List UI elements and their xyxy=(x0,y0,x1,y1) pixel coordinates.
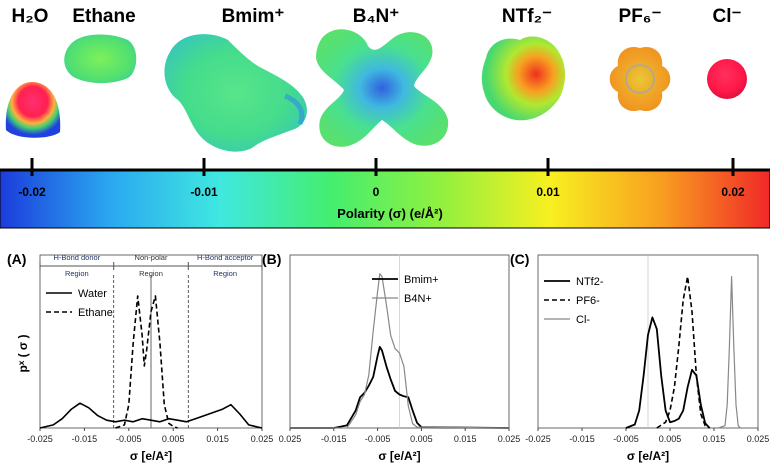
x-axis-label: σ [e/A²] xyxy=(378,449,420,463)
legend-label: B4N+ xyxy=(404,293,432,305)
legend-label: PF6- xyxy=(576,295,600,307)
molecule-label-cl: Cl⁻ xyxy=(712,6,741,27)
sigma-profile-panels: (A) -0.025 -0.015 -0.005 0.005 0.015 0.025 σ [e… xyxy=(7,251,769,463)
molecule-b4n-surface xyxy=(316,29,449,147)
polarity-tick-label: -0.02 xyxy=(18,185,46,199)
polarity-scale: -0.02 -0.01 0 0.01 0.02 Polarity (σ) (e/… xyxy=(0,158,770,229)
polarity-tick-label: 0.02 xyxy=(721,185,745,199)
series-line-bmim xyxy=(290,345,510,429)
legend-label: Ethane xyxy=(78,307,113,319)
series-line-ethane xyxy=(115,295,178,429)
region-label: H-Bond donor xyxy=(54,253,101,262)
molecule-label-water: H₂O xyxy=(12,6,49,27)
x-axis-label: σ [e/A²] xyxy=(130,449,172,463)
panel-2: (B) 0.025 -0.015 -0.005 0.005 0.015 0.025 σ [e/… xyxy=(262,251,520,463)
series-line-pf6 xyxy=(656,275,710,429)
polarity-title: Polarity (σ) (e/Å²) xyxy=(337,206,443,221)
region-label: Region xyxy=(139,269,163,278)
region-label: H-Bond acceptor xyxy=(197,253,254,262)
region-label: Region xyxy=(213,269,237,278)
molecule-label-ethane: Ethane xyxy=(72,6,135,27)
molecule-label-bmim: Bmim⁺ xyxy=(222,6,285,27)
x-tick-label: 0.015 xyxy=(703,434,726,444)
molecule-pf6-surface xyxy=(609,46,671,112)
polarity-tick-label: -0.01 xyxy=(190,185,218,199)
region-label: Region xyxy=(65,269,89,278)
panel-label: (A) xyxy=(7,251,26,267)
legend-label: NTf2- xyxy=(576,276,604,288)
molecule-ntf2-surface xyxy=(481,36,566,121)
series-line-cl xyxy=(718,276,741,429)
x-tick-label: 0.005 xyxy=(659,434,682,444)
molecule-label-b4n: B₄N⁺ xyxy=(353,6,400,27)
legend-label: Cl- xyxy=(576,314,590,326)
region-label: Non-polar xyxy=(135,253,168,262)
legend-label: Water xyxy=(78,288,107,300)
x-tick-label: -0.015 xyxy=(569,434,595,444)
polarity-tick-label: 0.01 xyxy=(536,185,560,199)
series-line-ntf2 xyxy=(625,316,711,429)
panel-label: (C) xyxy=(510,251,529,267)
series-line-b4n xyxy=(290,273,510,429)
panel-label: (B) xyxy=(262,251,281,267)
x-tick-label: 0.005 xyxy=(162,434,185,444)
x-tick-label: 0.005 xyxy=(410,434,433,444)
molecule-label-pf6: PF₆⁻ xyxy=(619,6,662,27)
x-tick-label: -0.015 xyxy=(72,434,98,444)
x-tick-label: -0.005 xyxy=(365,434,391,444)
x-tick-label: -0.005 xyxy=(613,434,639,444)
x-tick-label: 0.015 xyxy=(454,434,477,444)
molecule-ethane-surface xyxy=(64,34,137,84)
x-tick-label: 0.025 xyxy=(747,434,770,444)
x-tick-label: -0.015 xyxy=(321,434,347,444)
molecule-water-surface xyxy=(5,82,61,138)
legend-label: Bmim+ xyxy=(404,274,439,286)
x-tick-label: -0.025 xyxy=(27,434,53,444)
x-tick-label: -0.005 xyxy=(116,434,142,444)
panel-3: (C) -0.025 -0.015 -0.005 0.005 0.015 0.025 σ [e… xyxy=(510,251,769,463)
x-tick-label: 0.025 xyxy=(279,434,302,444)
x-tick-label: 0.025 xyxy=(251,434,274,444)
panel-1: (A) -0.025 -0.015 -0.005 0.005 0.015 0.025 σ [e… xyxy=(7,251,273,463)
molecule-cl-surface xyxy=(707,59,747,99)
x-axis-label: σ [e/A²] xyxy=(627,449,669,463)
x-tick-label: 0.015 xyxy=(206,434,229,444)
molecule-label-ntf2: NTf₂⁻ xyxy=(502,6,552,27)
x-tick-label: -0.025 xyxy=(525,434,551,444)
series-line-water xyxy=(39,402,263,429)
polarity-tick-label: 0 xyxy=(373,185,380,199)
x-tick-label: 0.025 xyxy=(498,434,521,444)
molecule-bmim-surface xyxy=(164,34,307,152)
y-axis-label: pˣ ( σ ) xyxy=(16,335,30,373)
